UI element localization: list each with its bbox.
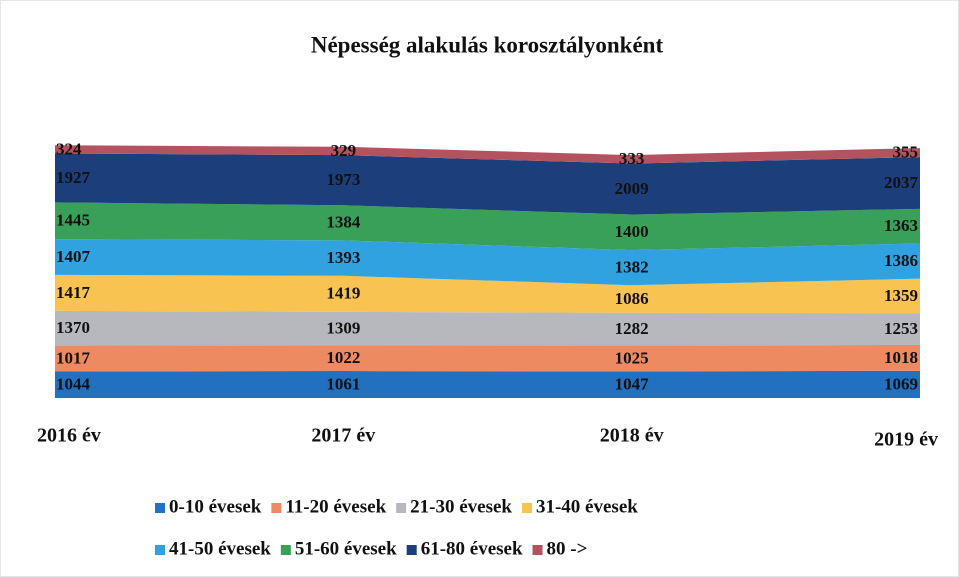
legend-label: 31-40 évesek — [536, 496, 638, 517]
legend-label: 11-20 évesek — [285, 496, 386, 517]
x-tick-label: 2017 év — [311, 425, 375, 447]
x-tick-label: 2018 év — [600, 425, 664, 447]
data-label: 1384 — [326, 213, 361, 232]
data-label: 1445 — [56, 211, 90, 230]
data-label: 1025 — [615, 348, 649, 367]
legend-label: 80 -> — [547, 538, 588, 559]
legend-label: 0-10 évesek — [169, 496, 262, 517]
data-label: 324 — [56, 139, 82, 158]
data-label: 1419 — [326, 284, 360, 303]
data-label: 2037 — [884, 173, 919, 192]
legend-swatch — [406, 545, 417, 555]
legend-label: 21-30 évesek — [410, 496, 512, 517]
x-tick-label: 2019 év — [874, 429, 938, 451]
legend-swatch — [521, 503, 532, 513]
legend-swatch — [532, 545, 543, 555]
data-label: 1018 — [884, 348, 918, 367]
data-label: 1253 — [884, 319, 918, 338]
data-label: 1393 — [326, 248, 360, 267]
data-label: 1370 — [56, 318, 90, 337]
data-label: 1407 — [56, 247, 91, 266]
area — [55, 145, 920, 164]
data-label: 1069 — [884, 374, 918, 393]
data-label: 1022 — [326, 348, 360, 367]
area — [55, 344, 920, 372]
legend-label: 61-80 évesek — [421, 538, 523, 559]
area — [55, 274, 920, 314]
area — [55, 370, 920, 398]
legend-swatch — [396, 503, 407, 513]
data-label: 1417 — [56, 283, 91, 302]
area — [55, 202, 920, 251]
data-label: 1282 — [615, 319, 649, 338]
area — [55, 153, 920, 215]
chart-title: Népesség alakulás korosztályonként — [311, 32, 664, 57]
data-label: 1927 — [56, 168, 91, 187]
legend-swatch — [271, 503, 282, 513]
legend-label: 51-60 évesek — [295, 538, 397, 559]
data-label: 1973 — [326, 170, 360, 189]
data-label: 1309 — [326, 318, 360, 337]
legend-swatch — [155, 545, 165, 555]
data-label: 1386 — [884, 251, 918, 270]
data-label: 1382 — [615, 258, 649, 277]
data-label: 329 — [331, 141, 357, 160]
area — [55, 310, 920, 346]
data-label: 1359 — [884, 286, 918, 305]
data-label: 2009 — [615, 179, 649, 198]
x-tick-label: 2016 év — [37, 425, 101, 447]
legend-swatch — [280, 545, 291, 555]
data-label: 355 — [893, 142, 919, 161]
data-label: 1400 — [615, 222, 649, 241]
area — [55, 239, 920, 286]
legend-label: 41-50 évesek — [169, 538, 271, 559]
data-label: 1017 — [56, 348, 91, 367]
legend-swatch — [155, 503, 165, 513]
data-label: 1061 — [326, 374, 360, 393]
data-label: 1047 — [615, 375, 650, 394]
data-label: 1044 — [56, 375, 91, 394]
data-label: 1086 — [615, 289, 649, 308]
data-label: 333 — [619, 149, 645, 168]
data-label: 1363 — [884, 216, 918, 235]
